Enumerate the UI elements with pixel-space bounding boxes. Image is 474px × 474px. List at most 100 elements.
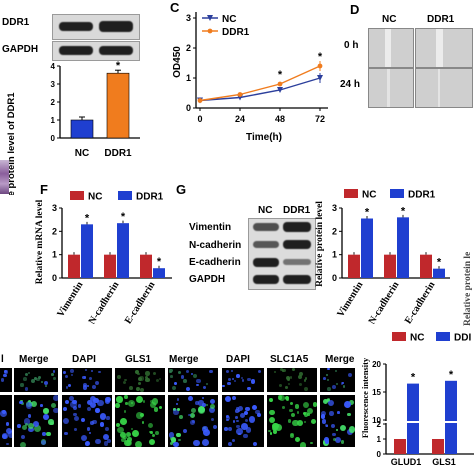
cell-spot — [145, 371, 150, 376]
cell-spot — [149, 400, 153, 404]
panel-g-blot-ecadherin: E-cadherin — [189, 257, 241, 268]
significance-mark: * — [157, 256, 162, 268]
cell-spot — [239, 412, 246, 418]
cell-spot — [104, 426, 109, 431]
cell-spot — [311, 419, 317, 425]
y-tick-label: 20 — [372, 360, 381, 369]
cell-spot — [124, 395, 128, 399]
legend-label: DDR1 — [408, 190, 436, 201]
panel-f-ylabel: Relative mRNA level — [35, 199, 45, 284]
y-tick-label: 0 — [186, 103, 191, 113]
cell-spot — [227, 377, 232, 381]
cell-spot — [64, 431, 68, 436]
cell-spot — [236, 419, 239, 422]
cell-spot — [87, 427, 91, 431]
cell-spot — [42, 432, 46, 436]
cell-spot — [155, 430, 160, 435]
cell-spot — [231, 438, 236, 442]
cell-spot — [299, 383, 303, 387]
cell-spot — [30, 379, 36, 384]
cell-spot — [250, 379, 255, 384]
cell-spot — [140, 387, 145, 392]
cell-spot — [325, 373, 328, 376]
cell-spot — [102, 433, 110, 440]
cell-spot — [185, 386, 190, 392]
cell-spot — [235, 424, 240, 429]
bar-ddr1-vimentin — [81, 224, 93, 278]
cell-spot — [36, 377, 41, 382]
panel-g-lane-nc: NC — [258, 205, 273, 216]
cell-spot — [340, 382, 344, 385]
cell-spot — [115, 422, 120, 428]
cell-spot — [281, 368, 286, 373]
bar-nc-e-cadherin — [420, 254, 432, 278]
cell-spot — [232, 420, 236, 423]
cell-spot — [206, 382, 209, 386]
cell-spot — [153, 371, 157, 375]
cell-spot — [327, 379, 330, 382]
cell-spot — [312, 402, 317, 407]
cell-spot — [150, 431, 154, 435]
cell-spot — [50, 403, 57, 409]
cell-spot — [107, 438, 112, 444]
y-tick-label: 1 — [377, 435, 382, 444]
bar-nc-e-cadherin — [140, 254, 152, 278]
cell-spot — [72, 399, 77, 405]
y-tick-label: 10 — [372, 416, 381, 425]
axis-break — [382, 421, 390, 423]
fluorescence-image — [115, 368, 165, 392]
bar-ddr1 — [106, 72, 130, 139]
cell-spot — [127, 437, 132, 442]
fluorescence-image — [222, 368, 264, 392]
cell-spot — [19, 441, 27, 447]
cell-spot — [269, 432, 273, 435]
cell-spot — [201, 396, 204, 399]
panel-a-xtick-ddr1: DDR1 — [104, 148, 132, 159]
y-tick-label: 2 — [51, 98, 56, 107]
cell-spot — [70, 374, 73, 377]
bar-ddr1-n-cadherin — [117, 223, 129, 278]
cell-spot — [299, 442, 307, 447]
legend-label: DDR1 — [222, 27, 250, 38]
fluorescence-image — [267, 395, 317, 447]
cell-spot — [23, 418, 31, 425]
bottom-header-l: l — [1, 354, 4, 365]
cell-spot — [24, 372, 28, 376]
panel-g-blot-gapdh: GAPDH — [189, 274, 226, 285]
cell-spot — [198, 400, 204, 406]
cell-spot — [168, 432, 175, 438]
cell-spot — [6, 442, 9, 445]
y-tick-label: 1 — [51, 116, 56, 125]
cell-spot — [22, 377, 27, 381]
cell-spot — [298, 372, 303, 376]
cell-spot — [136, 387, 140, 392]
cell-spot — [125, 402, 128, 405]
scratch-image-nc-24h — [368, 68, 414, 108]
cell-spot — [159, 406, 163, 410]
cell-spot — [243, 410, 248, 415]
legend-label: NC — [410, 333, 424, 344]
cell-spot — [296, 420, 303, 427]
cell-spot — [205, 404, 208, 407]
cell-spot — [303, 379, 307, 382]
y-tick-label: 15 — [372, 388, 381, 397]
cell-spot — [235, 409, 239, 413]
gapdh-western-blot — [52, 41, 140, 61]
fluorescence-image — [14, 368, 58, 392]
cell-spot — [22, 424, 28, 431]
bottom-header-slc1a5: SLC1A5 — [270, 354, 309, 365]
y-tick-label: 2 — [52, 226, 57, 236]
cell-spot — [321, 418, 327, 424]
cell-spot — [99, 422, 105, 427]
y-tick-label: 3 — [332, 203, 337, 213]
cell-spot — [268, 430, 271, 433]
y-tick-label: 1 — [186, 73, 191, 83]
cell-spot — [72, 405, 77, 411]
cell-spot — [340, 424, 347, 432]
cell-spot — [145, 377, 150, 383]
cell-spot — [63, 417, 70, 424]
cell-spot — [103, 441, 109, 446]
cell-spot — [304, 377, 308, 380]
cell-spot — [332, 432, 337, 437]
cell-spot — [92, 385, 97, 390]
